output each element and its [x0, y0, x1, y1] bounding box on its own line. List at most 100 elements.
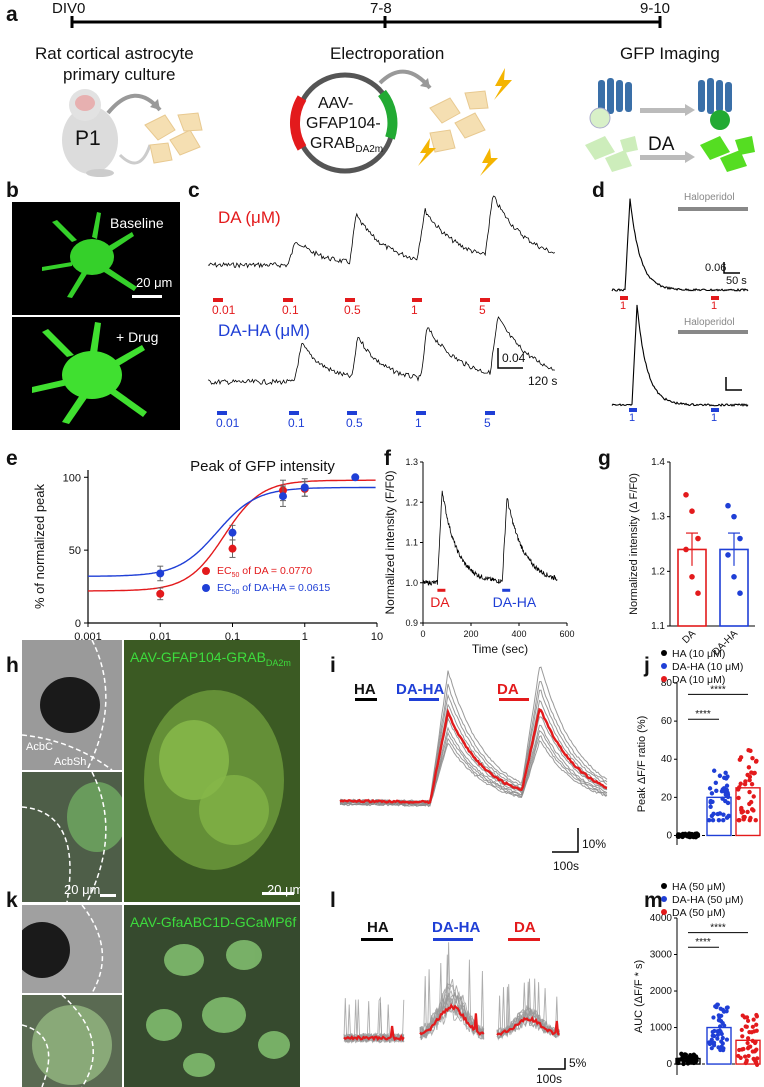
m-point	[718, 1024, 723, 1029]
f-y-tick-label: 1.2	[405, 497, 418, 507]
c-daha-trace-conc: 0.1	[288, 416, 305, 430]
g-point	[737, 590, 743, 596]
i-trace-cell	[339, 730, 608, 806]
f-da-marker	[437, 588, 446, 592]
l-daha-cell	[419, 978, 485, 1038]
m-point	[676, 1060, 681, 1066]
j-point	[748, 815, 753, 821]
m-point	[745, 1040, 750, 1046]
sensor-illustration	[585, 78, 755, 172]
e-legend-text: EC50 of DA-HA = 0.0615	[217, 582, 330, 596]
c-da-trace-conc: 0.1	[282, 303, 299, 317]
step2-label: Electroporation	[330, 44, 445, 63]
g-point	[695, 590, 701, 596]
c-traces: 0.01 0.1 0.5 1 5 0.01 0.1 0.5 1 5	[207, 195, 556, 430]
m-y-tick-label: 2000	[650, 986, 673, 997]
l-daha-label: DA-HA	[432, 919, 481, 936]
j-point	[739, 805, 744, 811]
d-drug-1: Haloperidol	[684, 192, 735, 203]
j-legend-text: DA-HA (10 μM)	[672, 661, 743, 673]
j-point	[707, 786, 713, 791]
e-y-tick-label: 100	[63, 472, 81, 484]
m-point	[753, 1048, 758, 1053]
i-trace-mean	[339, 707, 608, 805]
panel-label-l: l	[330, 889, 336, 912]
step3-label: GFP Imaging	[620, 44, 720, 63]
c-daha-trace-pulse	[217, 411, 227, 415]
i-da-label: DA	[497, 681, 519, 698]
i-scale-bar	[552, 828, 579, 853]
j-point	[677, 832, 682, 837]
j-point	[749, 781, 755, 787]
i-trace-cell	[339, 740, 608, 808]
f-x-tick-label: 200	[463, 629, 478, 639]
m-y-label: AUC (ΔF/F * s)	[633, 960, 645, 1033]
j-point	[723, 776, 729, 781]
d-traces	[611, 198, 749, 412]
plasmid-label-2: GFAP104-	[306, 115, 381, 132]
f-y-tick-label: 1.3	[405, 457, 418, 467]
m-point	[742, 1054, 748, 1059]
d-scale-bar-2	[725, 377, 742, 391]
m-point	[715, 1032, 721, 1037]
j-point	[711, 768, 717, 773]
l-da-label: DA	[514, 919, 536, 936]
j-point	[708, 804, 713, 809]
m-point	[679, 1051, 684, 1057]
g-y-tick-label: 1.4	[651, 457, 665, 468]
c-da-trace-pulse	[213, 298, 223, 302]
f-chart: 0 200 400 600 0.9 1.0 1.1 1.2 1.3 Time (sec) Norma…	[383, 457, 575, 656]
step1-line1: Rat cortical astrocyte	[35, 44, 194, 63]
l-daha-bar	[433, 938, 473, 941]
c-da-label: DA (μM)	[218, 208, 281, 227]
e-point-DA	[228, 544, 237, 553]
c-da-trace-conc: 5	[479, 303, 486, 317]
j-point	[724, 783, 730, 788]
e-point-DA-HA	[156, 569, 165, 578]
c-da-trace-pulse	[412, 298, 422, 302]
m-legend-marker	[661, 896, 667, 902]
m-point	[724, 1009, 729, 1014]
panel-label-b: b	[6, 179, 19, 202]
c-da-trace-pulse	[345, 298, 355, 302]
j-point	[713, 780, 719, 785]
m-point	[724, 1037, 730, 1042]
j-point	[740, 809, 746, 814]
m-point	[749, 1030, 754, 1035]
j-point	[706, 818, 712, 823]
step1-line2: primary culture	[63, 65, 176, 84]
m-point	[751, 1017, 756, 1022]
j-point	[745, 809, 750, 815]
e-x-tick-label: 10	[371, 631, 383, 643]
j-point	[715, 811, 720, 817]
j-point	[726, 813, 732, 819]
j-point	[719, 789, 725, 794]
j-legend-marker	[661, 676, 667, 682]
i-scale-y: 10%	[582, 837, 607, 851]
g-point	[689, 508, 695, 514]
c-scale-y: 0.04	[502, 351, 526, 365]
g-y-label: Normalized intensity (Δ F/F0)	[628, 473, 640, 615]
j-y-tick-label: 40	[661, 754, 673, 765]
c-da-trace-conc: 0.01	[212, 303, 236, 317]
j-point	[746, 748, 751, 753]
m-point	[716, 1045, 721, 1050]
j-legend-marker	[661, 663, 667, 669]
m-sig-2: ****	[710, 923, 726, 934]
c-da-trace-pulse	[480, 298, 490, 302]
e-point-DA-HA	[300, 483, 309, 492]
h-fluorescence-image	[124, 640, 300, 902]
d-haloperidol-bar-1	[678, 207, 748, 211]
m-point	[716, 1013, 721, 1018]
g-point	[683, 492, 689, 498]
k-construct-title: AAV-GfaABC1D-GCaMP6f	[130, 914, 297, 930]
d-scale-x: 50 s	[726, 275, 747, 287]
drug-label: + Drug	[116, 329, 159, 345]
g-y-tick-label: 1.3	[651, 512, 665, 523]
j-point	[681, 833, 686, 838]
j-point	[750, 755, 755, 761]
b-scale-label: 20 μm	[136, 276, 173, 289]
g-point	[683, 546, 689, 553]
e-legend-marker	[202, 567, 210, 575]
